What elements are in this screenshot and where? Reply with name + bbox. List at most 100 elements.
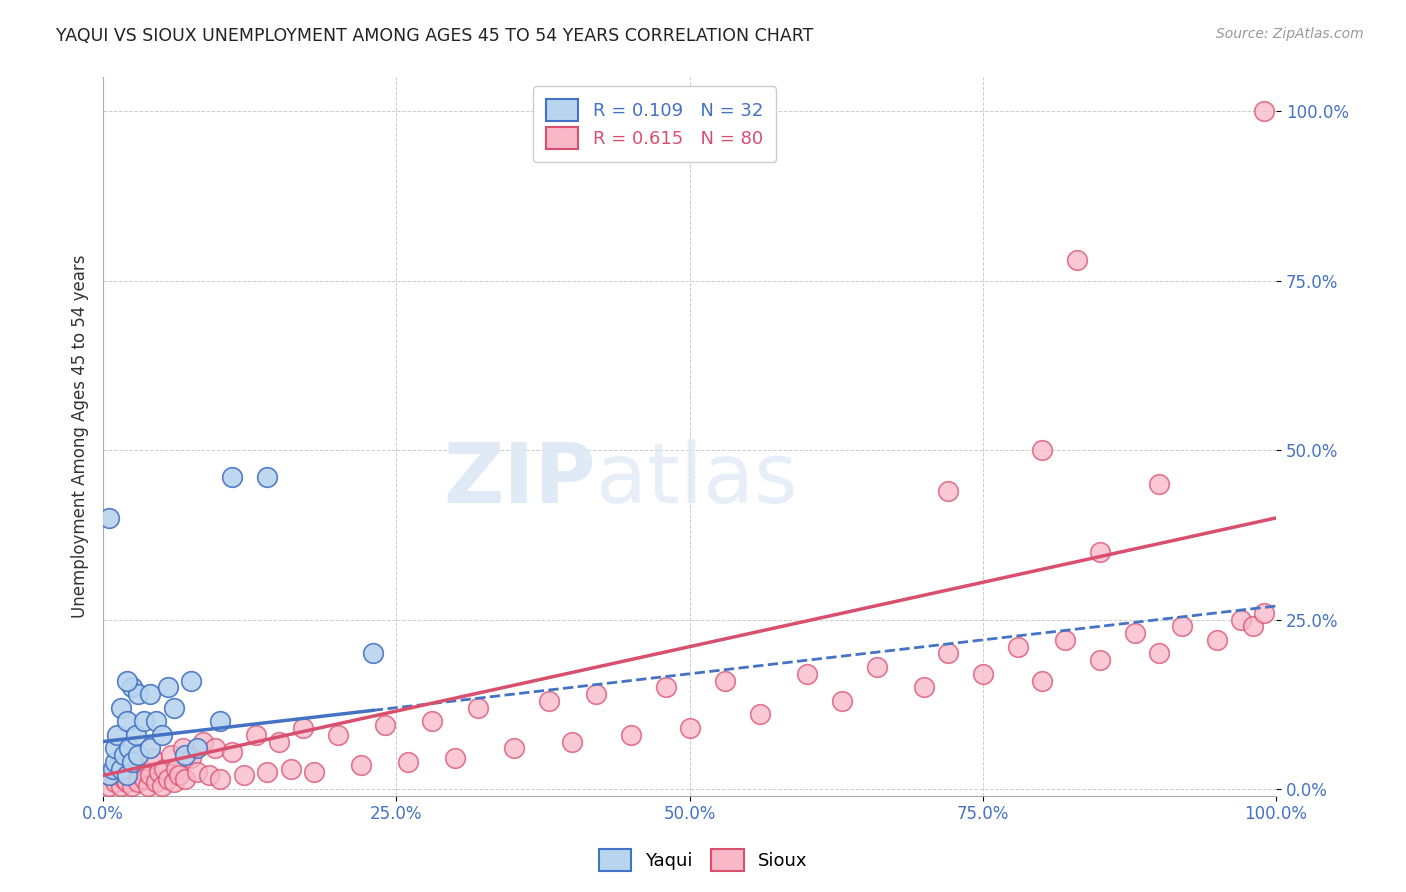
Point: [139, 687, 162, 701]
Point: [396, 755, 419, 769]
Point: [160, 748, 183, 763]
Point: [101, 768, 124, 782]
Point: [1031, 443, 1053, 458]
Point: [98, 779, 121, 793]
Legend: Yaqui, Sioux: Yaqui, Sioux: [592, 842, 814, 879]
Point: [180, 673, 202, 688]
Point: [191, 734, 214, 748]
Point: [98, 511, 121, 525]
Point: [972, 666, 994, 681]
Text: ZIP: ZIP: [443, 439, 596, 520]
Point: [174, 772, 197, 786]
Point: [796, 666, 818, 681]
Point: [291, 721, 314, 735]
Point: [127, 748, 149, 763]
Legend: R = 0.109   N = 32, R = 0.615   N = 80: R = 0.109 N = 32, R = 0.615 N = 80: [533, 87, 776, 162]
Point: [162, 700, 184, 714]
Point: [112, 748, 135, 763]
Point: [134, 772, 156, 786]
Point: [232, 768, 254, 782]
Point: [267, 734, 290, 748]
Point: [101, 762, 124, 776]
Point: [125, 765, 148, 780]
Point: [280, 762, 302, 776]
Point: [1253, 104, 1275, 119]
Point: [209, 714, 232, 729]
Point: [112, 772, 135, 786]
Point: [115, 768, 138, 782]
Point: [180, 751, 202, 765]
Point: [186, 765, 208, 780]
Text: Source: ZipAtlas.com: Source: ZipAtlas.com: [1216, 27, 1364, 41]
Text: atlas: atlas: [596, 439, 797, 520]
Point: [620, 728, 643, 742]
Point: [256, 470, 278, 484]
Point: [326, 728, 349, 742]
Point: [1088, 653, 1111, 667]
Point: [110, 700, 132, 714]
Point: [148, 765, 170, 780]
Point: [110, 762, 132, 776]
Point: [678, 721, 700, 735]
Point: [197, 768, 219, 782]
Point: [561, 734, 583, 748]
Point: [127, 775, 149, 789]
Point: [374, 717, 396, 731]
Point: [121, 681, 143, 695]
Point: [104, 775, 127, 789]
Point: [139, 768, 162, 782]
Point: [156, 772, 179, 786]
Point: [134, 714, 156, 729]
Point: [245, 728, 267, 742]
Point: [209, 772, 232, 786]
Point: [1007, 640, 1029, 654]
Point: [714, 673, 737, 688]
Point: [110, 779, 132, 793]
Point: [1241, 619, 1264, 633]
Point: [121, 755, 143, 769]
Point: [118, 768, 141, 782]
Point: [1171, 619, 1194, 633]
Point: [1031, 673, 1053, 688]
Point: [537, 694, 560, 708]
Point: [361, 647, 384, 661]
Point: [831, 694, 853, 708]
Point: [174, 748, 197, 763]
Point: [153, 762, 176, 776]
Point: [866, 660, 889, 674]
Point: [585, 687, 607, 701]
Point: [502, 741, 524, 756]
Point: [936, 647, 959, 661]
Point: [118, 741, 141, 756]
Point: [912, 681, 935, 695]
Point: [136, 779, 159, 793]
Point: [141, 751, 163, 765]
Point: [1253, 606, 1275, 620]
Point: [256, 765, 278, 780]
Point: [165, 762, 187, 776]
Point: [115, 775, 138, 789]
Point: [749, 707, 772, 722]
Point: [129, 762, 152, 776]
Point: [172, 741, 194, 756]
Point: [98, 768, 121, 782]
Point: [156, 681, 179, 695]
Point: [169, 768, 191, 782]
Point: [186, 741, 208, 756]
Point: [304, 765, 326, 780]
Point: [1230, 613, 1253, 627]
Point: [444, 751, 467, 765]
Point: [1147, 647, 1170, 661]
Point: [936, 483, 959, 498]
Point: [221, 745, 243, 759]
Point: [125, 728, 148, 742]
Point: [105, 762, 128, 776]
Point: [150, 728, 173, 742]
Point: [145, 775, 167, 789]
Point: [1123, 626, 1146, 640]
Point: [115, 714, 138, 729]
Point: [1066, 253, 1088, 268]
Point: [350, 758, 373, 772]
Point: [105, 728, 128, 742]
Text: YAQUI VS SIOUX UNEMPLOYMENT AMONG AGES 45 TO 54 YEARS CORRELATION CHART: YAQUI VS SIOUX UNEMPLOYMENT AMONG AGES 4…: [56, 27, 814, 45]
